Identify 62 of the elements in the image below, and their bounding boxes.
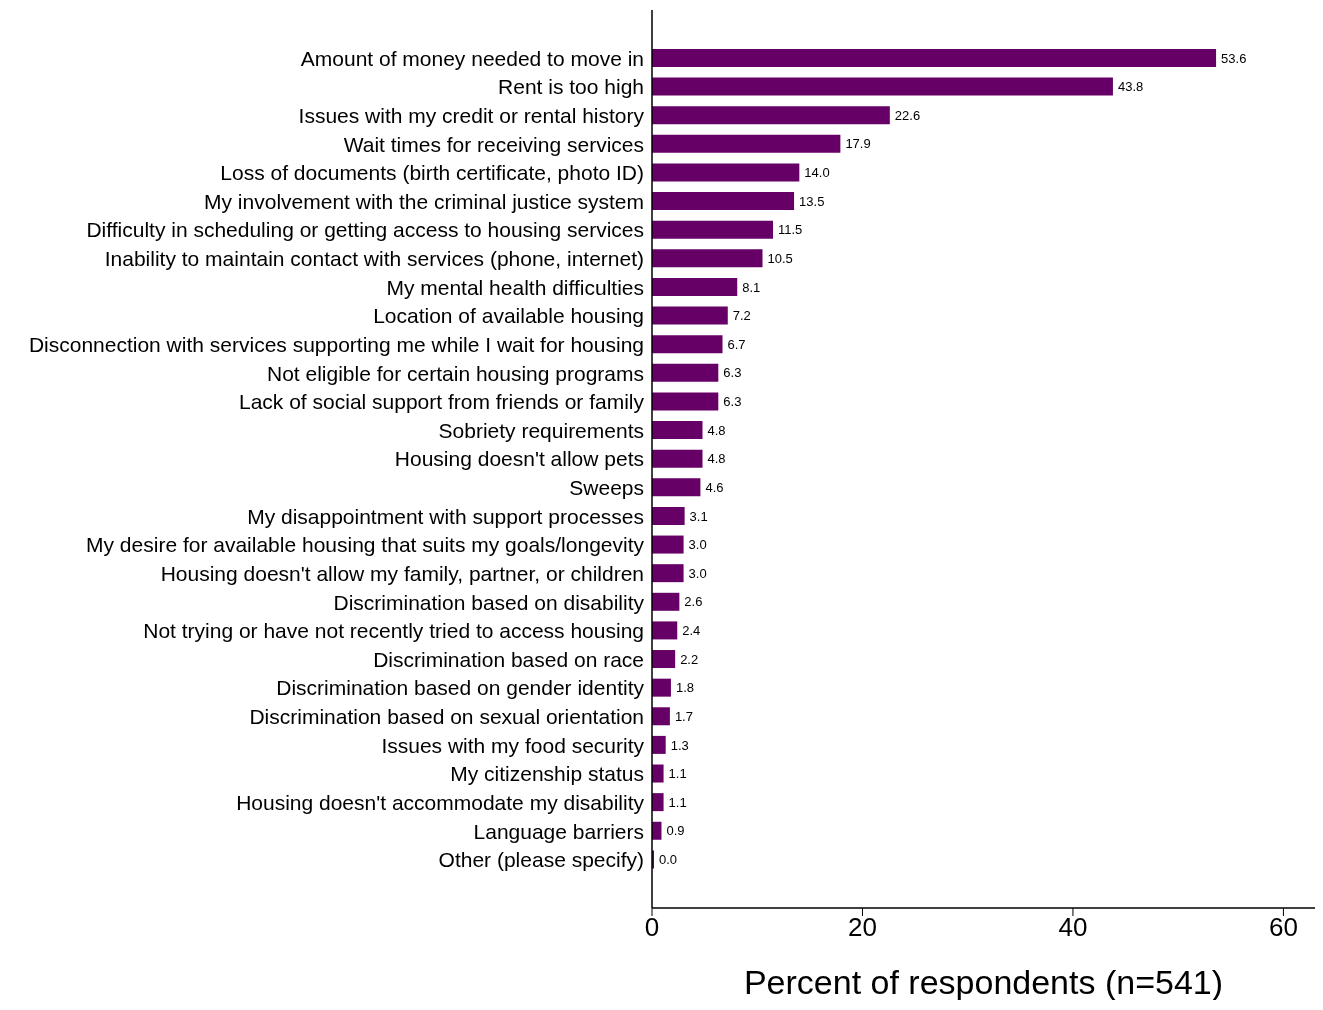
y-tick-label: Issues with my food security [381,733,645,757]
y-tick-label: Loss of documents (birth certificate, photo ID) [220,161,644,185]
data-label: 0.0 [659,851,678,867]
y-tick-label: Discrimination based on race [373,647,644,671]
y-tick-label: Other (please specify) [438,848,644,872]
data-label: 3.0 [688,565,707,581]
data-label: 3.0 [688,537,707,553]
data-label: 2.2 [680,651,699,667]
y-tick-label: Discrimination based on gender identity [276,676,645,700]
data-label: 6.3 [723,365,742,381]
data-label: 22.6 [894,107,921,123]
data-label: 2.4 [682,623,701,639]
y-tick-label: Wait times for receiving services [343,132,644,156]
y-tick-label: Rent is too high [498,75,644,99]
y-tick-label: Discrimination based on disability [333,590,645,614]
data-label: 1.1 [668,794,687,810]
data-label: 2.6 [684,594,703,610]
data-label: 6.7 [727,336,746,352]
y-tick-label: Issues with my credit or rental history [298,104,645,128]
y-tick-label: Location of available housing [373,304,644,328]
y-tick-label: Inability to maintain contact with services (phone, internet) [104,247,644,271]
data-label: 8.1 [742,279,761,295]
y-tick-label: Disconnection with services supporting me while I wait for housing [28,332,644,356]
y-tick-label: Difficulty in scheduling or getting access to housing services [86,218,644,242]
data-label: 4.8 [707,451,726,467]
y-tick-label: My involvement with the criminal justice system [204,189,644,213]
y-tick-label: Lack of social support from friends or family [239,390,645,414]
y-tick-label: Sweeps [569,476,644,500]
data-label: 3.1 [689,508,708,524]
data-label: 14.0 [804,165,830,181]
y-tick-label: Amount of money needed to move in [300,46,644,70]
y-tick-label: Discrimination based on sexual orientation [249,705,644,729]
data-label: 7.2 [732,308,751,324]
y-tick-label: My desire for available housing that suits my goals/longevity [86,533,645,557]
data-label: 4.8 [707,422,726,438]
data-label: 53.6 [1221,50,1247,66]
y-tick-label: My mental health difficulties [386,275,644,299]
y-tick-label: Not eligible for certain housing programs [266,361,644,385]
data-label: 1.8 [675,680,695,696]
y-tick-label: Not trying or have not recently tried to access housing [143,619,644,643]
y-tick-label: My citizenship status [450,762,644,786]
y-tick-label: Housing doesn't allow pets [394,447,644,471]
data-label: 6.3 [723,394,742,410]
data-label: 4.6 [705,479,724,495]
x-tick-label: 0 [644,912,660,943]
data-label: 0.9 [666,823,685,839]
data-label: 11.5 [778,222,803,238]
data-label: 13.5 [799,193,825,209]
y-tick-label: Housing doesn't allow my family, partner, or children [160,561,644,585]
x-tick-label: 20 [848,912,877,943]
x-tick-label: 40 [1058,912,1088,943]
data-label: 1.1 [668,766,687,782]
data-label: 43.8 [1117,79,1144,95]
y-tick-label: Language barriers [473,819,644,843]
y-tick-label: Housing doesn't accommodate my disability [236,790,645,814]
data-label: 10.5 [767,250,793,266]
y-tick-label: My disappointment with support processes [247,504,644,528]
y-tick-label: Sobriety requirements [438,418,644,442]
data-label: 1.3 [670,737,689,753]
data-label: 17.9 [845,136,871,152]
x-tick-label: 60 [1268,912,1298,943]
data-label: 1.7 [674,708,693,724]
